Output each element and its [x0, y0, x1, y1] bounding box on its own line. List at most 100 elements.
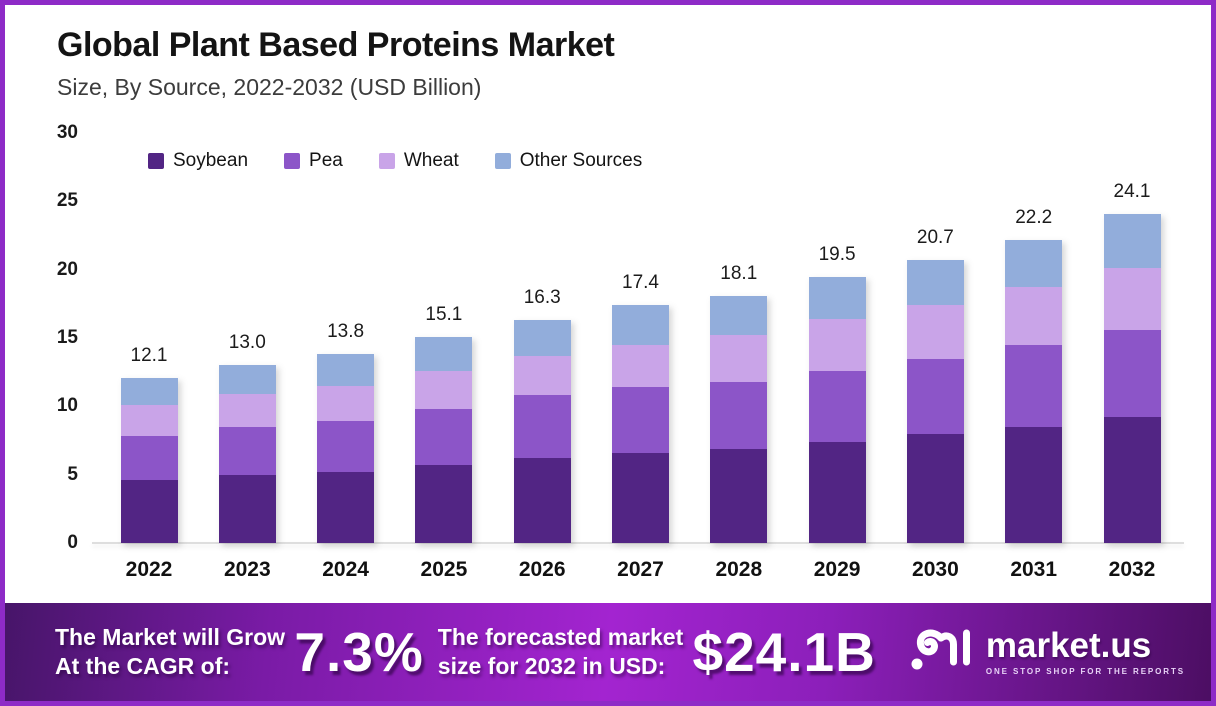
bar-segment-other-sources: [808, 276, 866, 319]
bar-segment-wheat: [710, 335, 768, 382]
x-axis-label-2024: 2024: [322, 558, 369, 581]
legend-label: Other Sources: [519, 150, 643, 171]
legend-swatch-icon: [284, 153, 301, 169]
bar-segment-soybean: [1103, 417, 1161, 543]
cagr-label-line2: At the CAGR of:: [55, 653, 231, 679]
bar-2028: [710, 295, 768, 543]
bar-total-label: 15.1: [425, 303, 463, 325]
y-axis-label: 0: [67, 532, 78, 553]
legend-label: Pea: [309, 150, 343, 171]
bar-segment-soybean: [906, 433, 964, 543]
forecast-label: The forecasted market size for 2032 in U…: [438, 623, 693, 682]
bar-segment-wheat: [1103, 268, 1161, 330]
bar-segment-pea: [317, 421, 375, 472]
bar-2026: [513, 320, 571, 543]
marketus-logo-words: market.us ONE STOP SHOP FOR THE REPORTS: [986, 628, 1185, 676]
bar-segment-wheat: [612, 344, 669, 388]
bar-segment-soybean: [710, 448, 768, 543]
bar-segment-other-sources: [710, 295, 768, 336]
bar-segment-soybean: [612, 452, 669, 543]
bar-segment-soybean: [1005, 426, 1063, 543]
bar-2032: [1103, 213, 1161, 543]
legend-label: Soybean: [173, 150, 249, 171]
bar-segment-pea: [415, 409, 473, 466]
x-axis-label-2030: 2030: [912, 558, 959, 581]
bar-total-label: 17.4: [622, 272, 659, 294]
bottom-banner: The Market will Grow At the CAGR of: 7.3…: [5, 603, 1211, 701]
bar-segment-soybean: [120, 480, 178, 543]
forecast-label-line2: size for 2032 in USD:: [437, 653, 666, 679]
bar-segment-wheat: [808, 318, 866, 371]
forecast-value: $24.1B: [692, 621, 876, 683]
bar-segment-other-sources: [906, 260, 964, 306]
cagr-label: The Market will Grow At the CAGR of:: [55, 623, 294, 682]
bar-segment-other-sources: [1005, 239, 1063, 288]
page-subtitle: Size, By Source, 2022-2032 (USD Billion): [57, 74, 482, 100]
y-axis-label: 5: [67, 463, 78, 485]
legend-item-pea: Pea: [284, 150, 343, 172]
legend-swatch-icon: [378, 153, 395, 169]
bar-segment-pea: [710, 381, 768, 449]
y-axis-label: 15: [56, 327, 78, 348]
bar-total-label: 22.2: [1015, 206, 1053, 228]
bar-total-label: 13.8: [327, 321, 365, 343]
bar-segment-soybean: [415, 465, 473, 543]
chart-legend: Soybean Pea Wheat Other Sources: [148, 150, 642, 172]
bar-2024: [317, 354, 375, 543]
bar-segment-pea: [808, 370, 866, 442]
bar-segment-pea: [1103, 329, 1161, 418]
bar-segment-wheat: [218, 394, 276, 427]
bar-segment-wheat: [513, 355, 571, 396]
bar-total-label: 20.7: [916, 227, 954, 249]
bar-segment-other-sources: [218, 365, 276, 395]
legend-item-soybean: Soybean: [148, 150, 248, 172]
bar-total-label: 12.1: [130, 344, 168, 366]
x-axis-label-2025: 2025: [420, 558, 468, 581]
bar-segment-other-sources: [415, 336, 473, 371]
y-axis-label: 20: [56, 258, 78, 280]
x-axis-line: [92, 542, 1184, 544]
x-axis-label-2028: 2028: [715, 558, 763, 581]
bar-2027: [612, 305, 669, 543]
bar-segment-wheat: [1005, 287, 1063, 345]
bar-2031: [1005, 239, 1063, 543]
bar-segment-pea: [120, 436, 178, 481]
marketus-logo-icon: [910, 624, 974, 681]
bar-segment-wheat: [317, 385, 375, 422]
legend-item-other-sources: Other Sources: [494, 150, 643, 172]
bar-segment-soybean: [808, 441, 866, 543]
bar-2029: [808, 276, 866, 543]
y-axis-label: 10: [56, 395, 78, 417]
x-axis-label-2023: 2023: [223, 558, 271, 581]
bar-segment-pea: [612, 387, 669, 453]
bar-2023: [218, 365, 276, 543]
bar-total-label: 18.1: [720, 262, 758, 284]
bar-2022: [120, 377, 178, 543]
bar-segment-pea: [906, 358, 964, 434]
y-axis-label: 30: [56, 122, 78, 144]
marketus-logo: market.us ONE STOP SHOP FOR THE REPORTS: [910, 624, 1185, 681]
legend-swatch-icon: [494, 153, 511, 169]
bar-total-label: 13.0: [228, 332, 266, 354]
marketus-logo-tagline: ONE STOP SHOP FOR THE REPORTS: [985, 667, 1185, 676]
x-axis-label-2031: 2031: [1010, 558, 1058, 581]
x-axis-label-2027: 2027: [617, 558, 664, 581]
bar-segment-pea: [1005, 344, 1063, 427]
bar-2030: [906, 260, 964, 543]
x-axis-label-2032: 2032: [1108, 558, 1156, 581]
bar-segment-pea: [218, 426, 276, 475]
bar-segment-soybean: [317, 471, 375, 543]
bar-total-label: 16.3: [523, 287, 561, 309]
page-title: Global Plant Based Proteins Market: [57, 26, 615, 64]
bar-segment-pea: [513, 395, 571, 459]
y-axis-label: 25: [56, 190, 78, 212]
cagr-value: 7.3%: [294, 621, 424, 683]
bar-segment-soybean: [218, 474, 276, 543]
cagr-label-line1: The Market will Grow: [55, 623, 286, 650]
legend-item-wheat: Wheat: [378, 150, 459, 172]
bar-total-label: 19.5: [818, 243, 856, 265]
x-axis-label-2022: 2022: [125, 558, 173, 581]
legend-label: Wheat: [403, 150, 459, 171]
bar-segment-other-sources: [120, 377, 178, 405]
